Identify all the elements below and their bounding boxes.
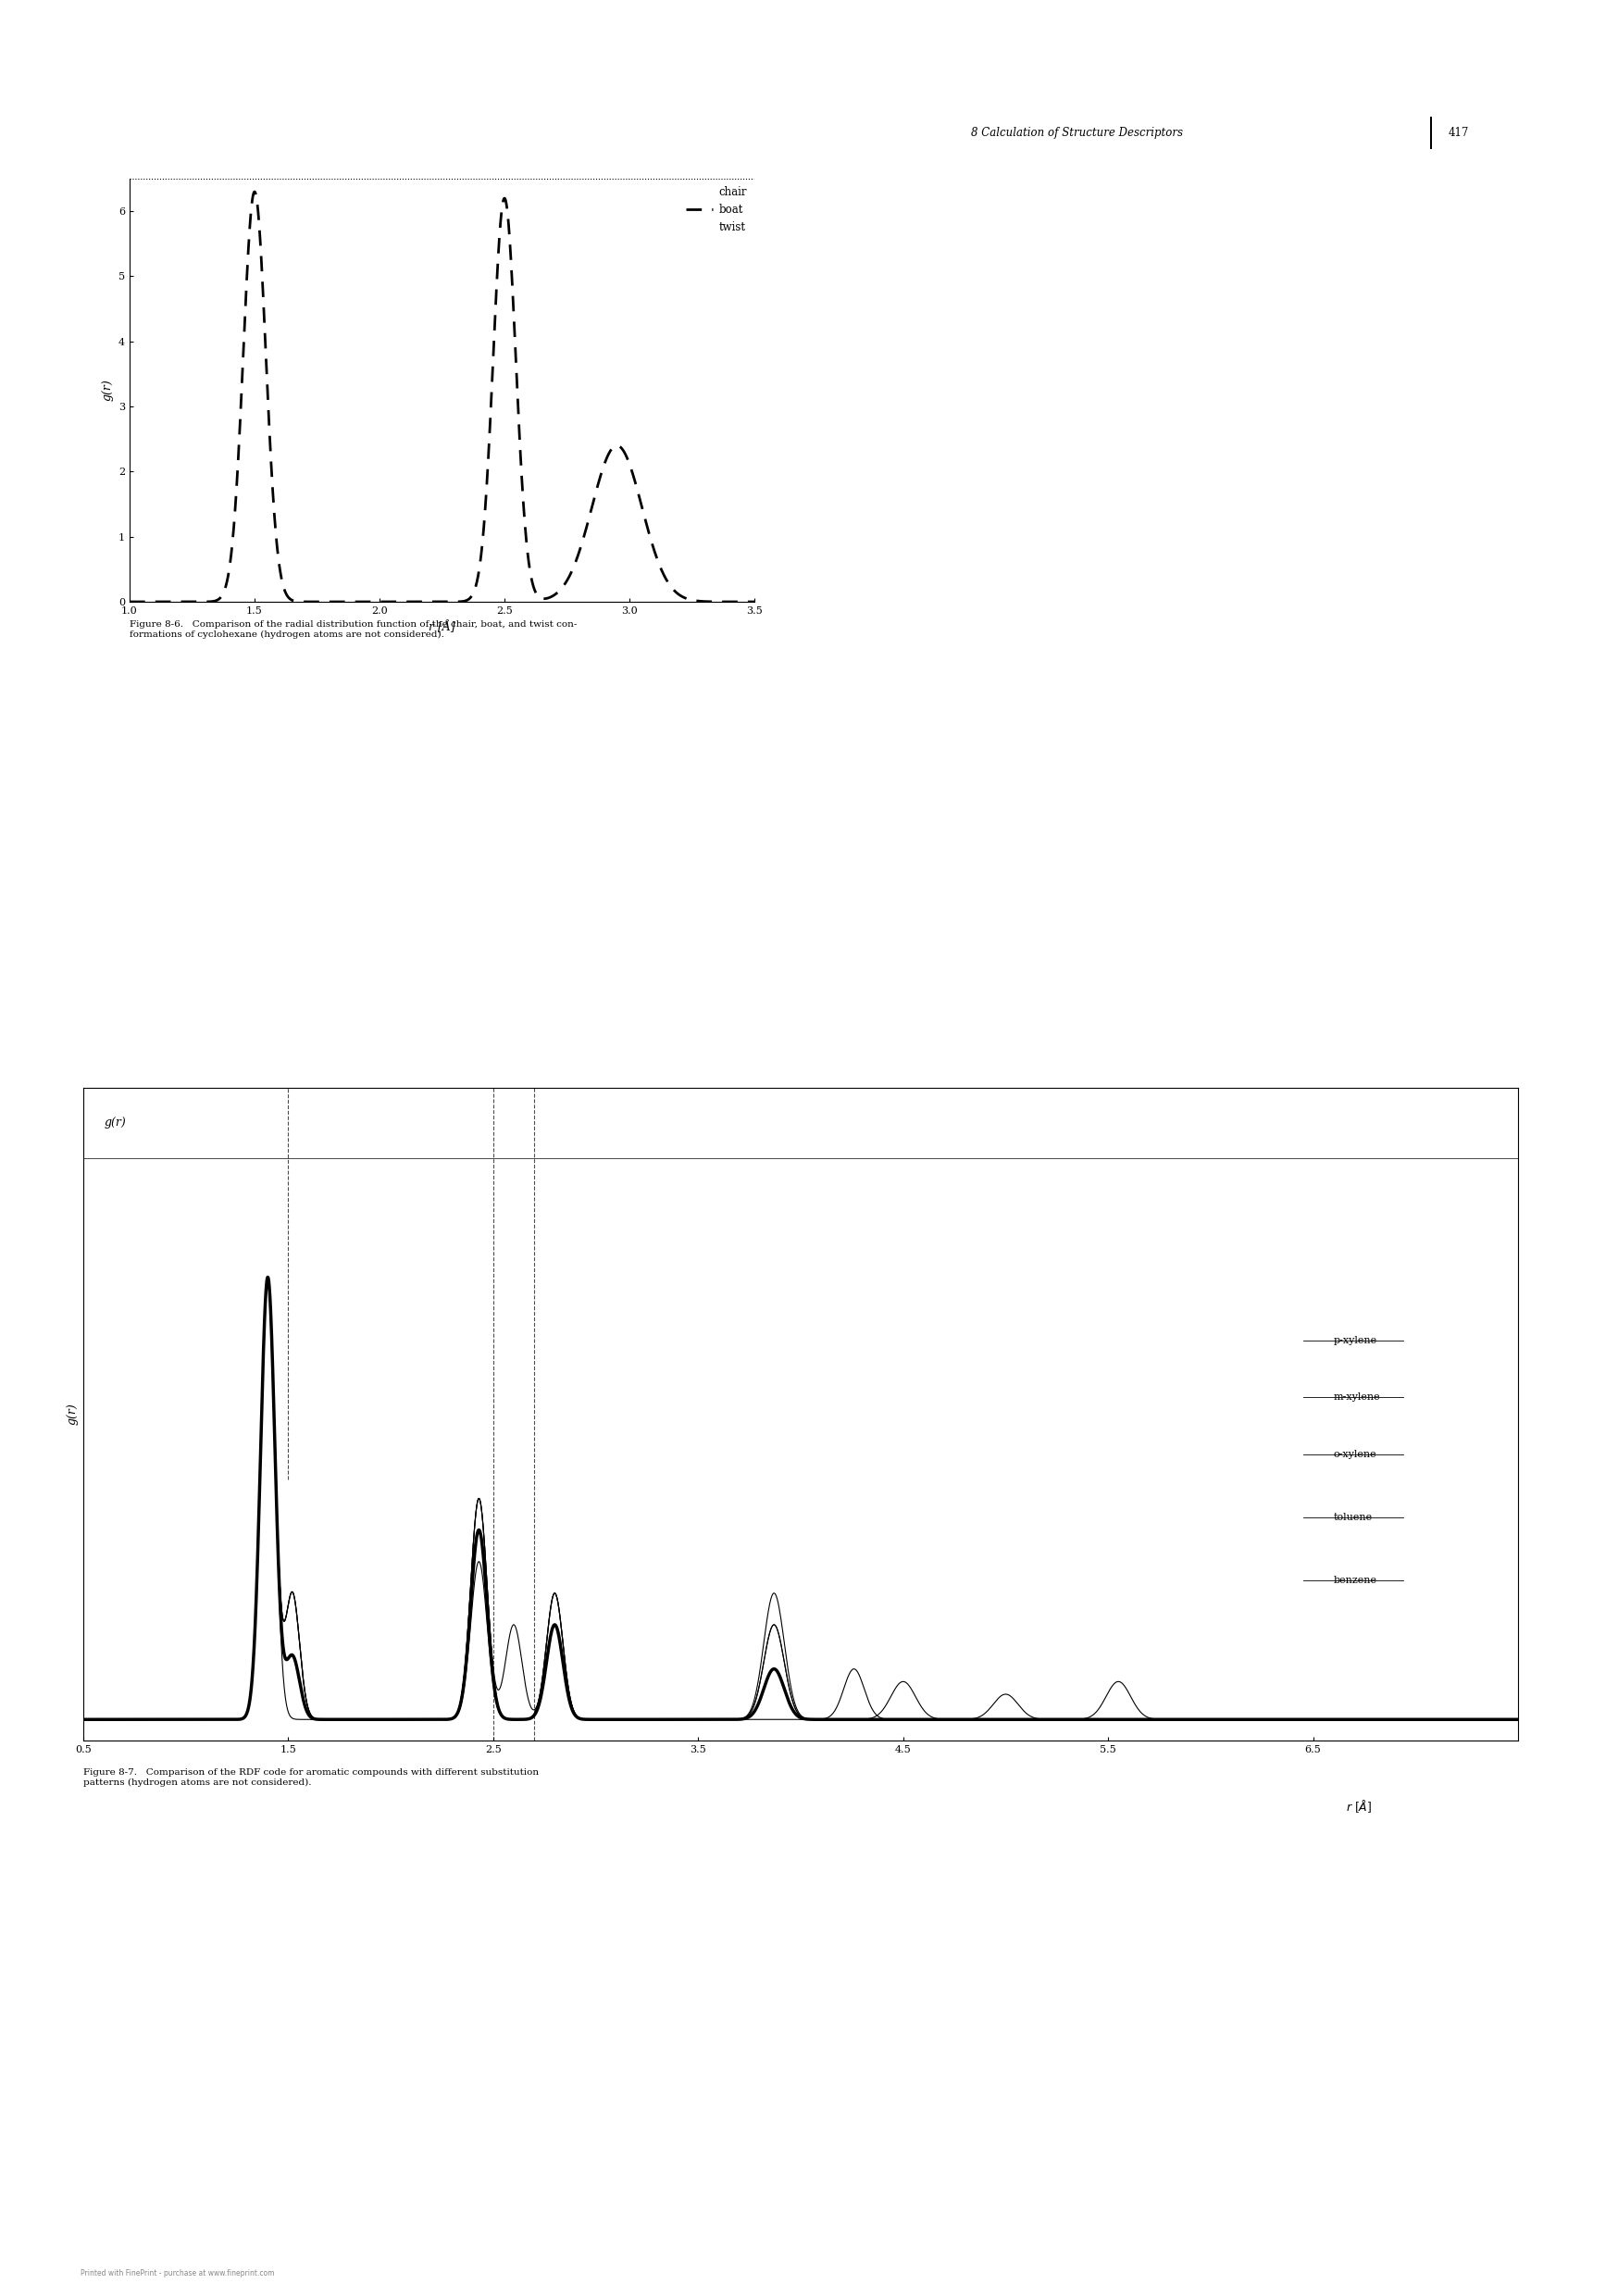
p-xylene xyxy=(676,1706,696,1733)
toluene xyxy=(73,1706,92,1733)
o-xylene xyxy=(257,1263,277,1290)
benzene xyxy=(257,1263,277,1290)
Text: toluene: toluene xyxy=(1333,1513,1372,1522)
m-xylene xyxy=(1393,1706,1413,1733)
p-xylene xyxy=(1116,1674,1136,1701)
Y-axis label: g(r): g(r) xyxy=(102,379,113,402)
Y-axis label: g(r): g(r) xyxy=(66,1403,78,1426)
benzene xyxy=(73,1706,92,1733)
Text: Printed with FinePrint - purchase at www.fineprint.com: Printed with FinePrint - purchase at www… xyxy=(81,2268,275,2278)
toluene xyxy=(676,1706,696,1733)
Line: benzene: benzene xyxy=(83,1277,1518,1720)
toluene xyxy=(688,1706,707,1733)
m-xylene xyxy=(756,1639,775,1667)
Text: o-xylene: o-xylene xyxy=(1333,1449,1377,1458)
Legend: chair, boat, twist: chair, boat, twist xyxy=(681,181,751,239)
Line: m-xylene: m-xylene xyxy=(83,1277,1518,1720)
o-xylene xyxy=(73,1706,92,1733)
Text: m-xylene: m-xylene xyxy=(1333,1394,1380,1403)
o-xylene xyxy=(676,1706,696,1733)
Line: o-xylene: o-xylene xyxy=(83,1277,1518,1720)
Text: p-xylene: p-xylene xyxy=(1333,1336,1377,1345)
toluene xyxy=(257,1263,277,1290)
benzene xyxy=(1393,1706,1413,1733)
Text: Figure 8-7.   Comparison of the RDF code for aromatic compounds with different s: Figure 8-7. Comparison of the RDF code f… xyxy=(83,1768,539,1786)
Text: g(r): g(r) xyxy=(104,1116,126,1130)
toluene xyxy=(1160,1706,1180,1733)
Text: 8 Calculation of Structure Descriptors: 8 Calculation of Structure Descriptors xyxy=(971,126,1183,140)
o-xylene xyxy=(1116,1706,1136,1733)
benzene xyxy=(1508,1706,1527,1733)
m-xylene xyxy=(1508,1706,1527,1733)
benzene xyxy=(1464,1706,1484,1733)
p-xylene xyxy=(688,1706,707,1733)
benzene xyxy=(688,1706,707,1733)
Line: p-xylene: p-xylene xyxy=(83,1277,1518,1720)
toluene xyxy=(1508,1706,1527,1733)
toluene xyxy=(756,1671,775,1699)
benzene xyxy=(676,1706,696,1733)
benzene xyxy=(862,1706,882,1733)
toluene xyxy=(1393,1706,1413,1733)
m-xylene xyxy=(1464,1706,1484,1733)
m-xylene xyxy=(1116,1706,1136,1733)
p-xylene xyxy=(1393,1706,1413,1733)
m-xylene xyxy=(688,1706,707,1733)
o-xylene xyxy=(1464,1706,1484,1733)
p-xylene xyxy=(257,1263,277,1290)
o-xylene xyxy=(756,1619,775,1646)
m-xylene xyxy=(1471,1706,1490,1733)
p-xylene xyxy=(1508,1706,1527,1733)
o-xylene xyxy=(1393,1706,1413,1733)
toluene xyxy=(1464,1706,1484,1733)
benzene xyxy=(756,1706,775,1733)
m-xylene xyxy=(676,1706,696,1733)
toluene xyxy=(1116,1706,1136,1733)
p-xylene xyxy=(73,1706,92,1733)
Text: 417: 417 xyxy=(1448,126,1469,140)
m-xylene xyxy=(73,1706,92,1733)
m-xylene xyxy=(257,1263,277,1290)
Text: benzene: benzene xyxy=(1333,1575,1377,1584)
benzene xyxy=(1116,1706,1136,1733)
Text: $r$ [$\AA$]: $r$ [$\AA$] xyxy=(1346,1798,1372,1814)
o-xylene xyxy=(1508,1706,1527,1733)
Line: toluene: toluene xyxy=(83,1277,1518,1720)
p-xylene xyxy=(756,1639,775,1667)
Text: Figure 8-6.   Comparison of the radial distribution function of the chair, boat,: Figure 8-6. Comparison of the radial dis… xyxy=(129,620,578,638)
o-xylene xyxy=(1239,1706,1259,1733)
o-xylene xyxy=(688,1706,707,1733)
X-axis label: r [Å]: r [Å] xyxy=(429,620,455,634)
p-xylene xyxy=(1464,1706,1484,1733)
